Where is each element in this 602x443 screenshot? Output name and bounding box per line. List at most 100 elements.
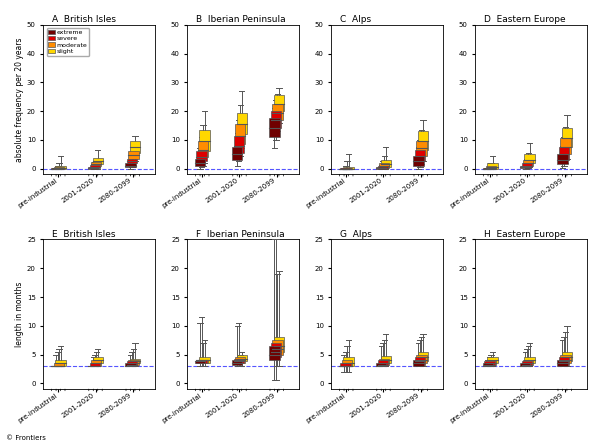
Bar — [343, 358, 354, 366]
Bar — [196, 152, 206, 161]
Bar — [418, 131, 428, 150]
Text: H  Eastern Europe: H Eastern Europe — [485, 230, 566, 239]
Bar — [269, 346, 280, 360]
Bar — [54, 167, 64, 169]
Bar — [269, 118, 280, 137]
Bar — [377, 360, 388, 366]
Bar — [416, 354, 427, 363]
Bar — [91, 360, 102, 366]
Bar — [379, 359, 389, 365]
Bar — [128, 360, 138, 365]
Bar — [486, 166, 496, 169]
Bar — [485, 168, 495, 169]
Bar — [562, 128, 572, 147]
Bar — [235, 124, 246, 144]
Bar — [521, 361, 532, 366]
Bar — [55, 360, 66, 366]
Bar — [274, 337, 284, 352]
Bar — [128, 152, 138, 159]
Y-axis label: absolute frequency per 20 years: absolute frequency per 20 years — [15, 37, 24, 162]
Bar — [379, 163, 389, 168]
Bar — [376, 167, 386, 169]
Bar — [234, 136, 244, 153]
Bar — [272, 340, 283, 354]
Bar — [562, 352, 572, 361]
Bar — [199, 130, 209, 152]
Bar — [235, 358, 246, 363]
Bar — [237, 354, 247, 361]
Bar — [90, 165, 100, 168]
Bar — [234, 359, 244, 363]
Text: A  British Isles: A British Isles — [52, 15, 116, 24]
Bar — [559, 358, 569, 365]
Text: G  Alps: G Alps — [340, 230, 372, 239]
Bar — [196, 360, 206, 363]
Bar — [274, 95, 284, 111]
Text: C  Alps: C Alps — [340, 15, 371, 24]
Bar — [560, 138, 571, 154]
Bar — [129, 141, 140, 153]
Bar — [415, 358, 425, 365]
Bar — [483, 363, 493, 366]
Legend: extreme, severe, moderate, slight: extreme, severe, moderate, slight — [46, 28, 89, 56]
Bar — [195, 361, 205, 363]
Text: F  Iberian Peninsula: F Iberian Peninsula — [196, 230, 285, 239]
Bar — [560, 354, 571, 363]
Bar — [342, 168, 352, 169]
Bar — [88, 167, 99, 169]
Bar — [559, 147, 569, 160]
Bar — [125, 363, 135, 366]
Text: © Frontiers: © Frontiers — [6, 435, 46, 441]
Bar — [90, 363, 100, 366]
Bar — [271, 343, 281, 358]
Bar — [557, 360, 568, 366]
Bar — [343, 167, 354, 169]
Bar — [418, 352, 428, 361]
Bar — [52, 168, 63, 169]
Bar — [54, 363, 64, 366]
Bar — [520, 166, 530, 168]
Bar — [416, 141, 427, 155]
Bar — [127, 361, 137, 366]
Bar — [520, 363, 530, 366]
Bar — [237, 113, 247, 134]
Bar — [487, 358, 498, 363]
Bar — [195, 159, 205, 166]
Y-axis label: length in months: length in months — [15, 282, 24, 347]
Bar — [524, 154, 535, 163]
Bar — [272, 104, 283, 120]
Bar — [198, 360, 208, 363]
Bar — [415, 150, 425, 161]
Bar — [125, 163, 135, 167]
Bar — [485, 361, 495, 366]
Bar — [380, 356, 391, 363]
Text: E  British Isles: E British Isles — [52, 230, 116, 239]
Text: B  Iberian Peninsula: B Iberian Peninsula — [196, 15, 286, 24]
Bar — [232, 360, 243, 365]
Text: D  Eastern Europe: D Eastern Europe — [485, 15, 566, 24]
Bar — [380, 160, 391, 167]
Bar — [93, 358, 103, 363]
Bar — [557, 154, 568, 164]
Bar — [524, 358, 535, 363]
Bar — [521, 163, 532, 167]
Bar — [127, 159, 137, 163]
Bar — [199, 358, 209, 363]
Bar — [129, 359, 140, 363]
Bar — [340, 363, 351, 366]
Bar — [377, 166, 388, 169]
Bar — [91, 162, 102, 166]
Bar — [523, 160, 533, 166]
Bar — [523, 360, 533, 365]
Bar — [487, 163, 498, 169]
Bar — [376, 363, 386, 366]
Bar — [55, 166, 66, 169]
Bar — [413, 155, 424, 166]
Bar — [413, 360, 424, 366]
Bar — [486, 360, 496, 365]
Bar — [271, 111, 281, 128]
Bar — [198, 141, 208, 157]
Bar — [93, 158, 103, 164]
Bar — [232, 147, 243, 160]
Bar — [342, 360, 352, 366]
